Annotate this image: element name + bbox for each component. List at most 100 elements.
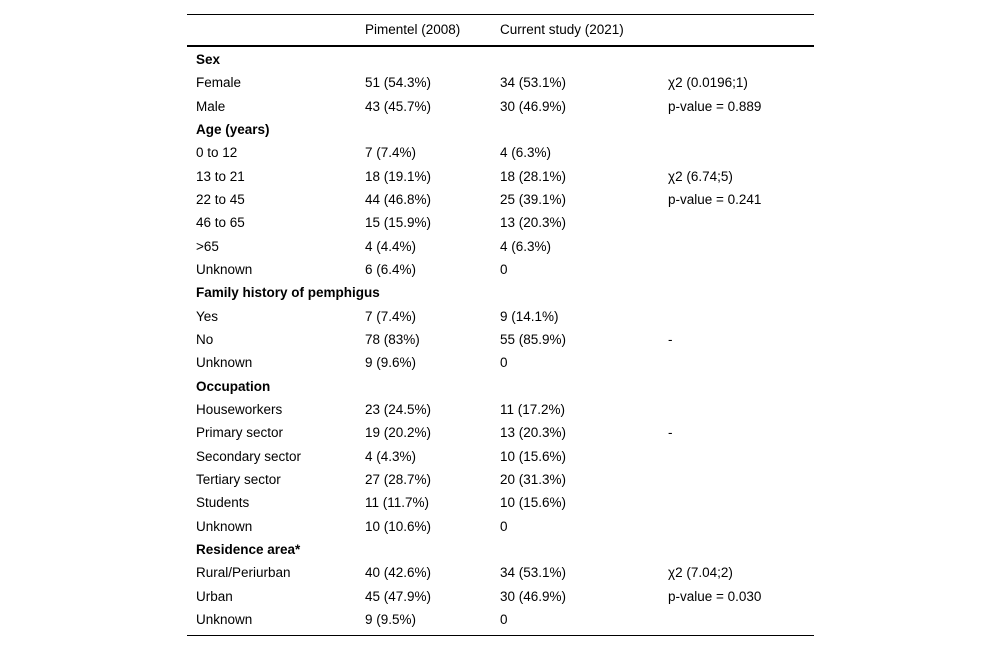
current-study-value: 0 <box>500 355 508 371</box>
table-row: Urban 45 (47.9%) 30 (46.9%) p-value = 0.030 <box>187 585 814 608</box>
current-study-value: 0 <box>500 518 508 534</box>
row-label: Secondary sector <box>196 448 302 464</box>
current-study-value: 55 (85.9%) <box>500 332 567 348</box>
pimentel-value: 7 (7.4%) <box>365 308 417 324</box>
table-row: Yes 7 (7.4%) 9 (14.1%) <box>187 305 814 328</box>
table-row: >65 4 (4.4%) 4 (6.3%) <box>187 235 814 258</box>
table-row: 22 to 45 44 (46.8%) 25 (39.1%) p-value = 0.… <box>187 188 814 211</box>
current-study-value: 10 (15.6%) <box>500 448 567 464</box>
table-row: 13 to 21 18 (19.1%) 18 (28.1%) χ2 (6.74;5) <box>187 165 814 188</box>
pimentel-value: 18 (19.1%) <box>365 168 432 184</box>
row-label: Occupation <box>196 378 271 394</box>
table-row: No 78 (83%) 55 (85.9%) - <box>187 328 814 351</box>
current-study-value: 30 (46.9%) <box>500 98 567 114</box>
stat-value: χ2 (0.0196;1) <box>668 75 748 91</box>
pimentel-value: 43 (45.7%) <box>365 98 432 114</box>
table-row: Female 51 (54.3%) 34 (53.1%) χ2 (0.0196;1) <box>187 71 814 94</box>
pimentel-value: 15 (15.9%) <box>365 215 432 231</box>
table-row: 46 to 65 15 (15.9%) 13 (20.3%) <box>187 211 814 234</box>
row-label: Unknown <box>196 355 253 371</box>
row-label: Residence area* <box>196 542 301 558</box>
pimentel-value: 9 (9.6%) <box>365 355 417 371</box>
row-label: No <box>196 332 214 348</box>
current-study-value: 13 (20.3%) <box>500 215 567 231</box>
current-study-value: 0 <box>500 612 508 628</box>
table-row: Primary sector 19 (20.2%) 13 (20.3%) - <box>187 422 814 445</box>
row-label: 13 to 21 <box>196 168 245 184</box>
table-row: Students 11 (11.7%) 10 (15.6%) <box>187 492 814 515</box>
section-header-row: Sex <box>187 48 814 71</box>
current-study-value: 34 (53.1%) <box>500 75 567 91</box>
pimentel-value: 6 (6.4%) <box>365 262 417 278</box>
table-row: Tertiary sector 27 (28.7%) 20 (31.3%) <box>187 468 814 491</box>
table-row: Rural/Periurban 40 (42.6%) 34 (53.1%) χ2 (7… <box>187 562 814 585</box>
row-label: >65 <box>196 238 219 254</box>
stat-value: χ2 (6.74;5) <box>668 168 733 184</box>
table-row: Unknown 9 (9.6%) 0 <box>187 351 814 374</box>
row-label: Female <box>196 75 242 91</box>
current-study-value: 34 (53.1%) <box>500 565 567 581</box>
section-header-row: Family history of pemphigus <box>187 281 814 304</box>
stat-value: - <box>668 425 673 441</box>
table-row: Houseworkers 23 (24.5%) 11 (17.2%) <box>187 398 814 421</box>
row-label: Male <box>196 98 226 114</box>
current-study-value: 18 (28.1%) <box>500 168 567 184</box>
pimentel-value: 44 (46.8%) <box>365 191 432 207</box>
pimentel-value: 78 (83%) <box>365 332 420 348</box>
pimentel-value: 4 (4.3%) <box>365 448 417 464</box>
table-row: 0 to 12 7 (7.4%) 4 (6.3%) <box>187 141 814 164</box>
row-label: 0 to 12 <box>196 145 238 161</box>
row-label: Yes <box>196 308 219 324</box>
pimentel-value: 23 (24.5%) <box>365 402 432 418</box>
current-study-value: 11 (17.2%) <box>500 402 566 418</box>
table-row: Male 43 (45.7%) 30 (46.9%) p-value = 0.889 <box>187 95 814 118</box>
table-row: Secondary sector 4 (4.3%) 10 (15.6%) <box>187 445 814 468</box>
table-header-row: Pimentel (2008) Current study (2021) <box>187 15 814 47</box>
header-current-study-2021: Current study (2021) <box>500 22 624 38</box>
header-pimentel-2008: Pimentel (2008) <box>365 22 461 38</box>
section-header-row: Age (years) <box>187 118 814 141</box>
pimentel-value: 11 (11.7%) <box>365 495 430 511</box>
comparison-table: Pimentel (2008) Current study (2021) Sex… <box>187 14 814 636</box>
row-label: Primary sector <box>196 425 284 441</box>
current-study-value: 25 (39.1%) <box>500 191 567 207</box>
current-study-value: 4 (6.3%) <box>500 238 552 254</box>
stat-value: p-value = 0.241 <box>668 191 762 207</box>
row-label: Sex <box>196 51 221 67</box>
pimentel-value: 7 (7.4%) <box>365 145 417 161</box>
current-study-value: 0 <box>500 262 508 278</box>
table-row: Unknown 9 (9.5%) 0 <box>187 608 814 631</box>
row-label: 46 to 65 <box>196 215 245 231</box>
section-header-row: Residence area* <box>187 538 814 561</box>
pimentel-value: 4 (4.4%) <box>365 238 417 254</box>
row-label: Houseworkers <box>196 402 283 418</box>
current-study-value: 10 (15.6%) <box>500 495 567 511</box>
section-header-row: Occupation <box>187 375 814 398</box>
current-study-value: 4 (6.3%) <box>500 145 552 161</box>
pimentel-value: 10 (10.6%) <box>365 518 432 534</box>
stat-value: - <box>668 332 673 348</box>
pimentel-value: 19 (20.2%) <box>365 425 432 441</box>
stat-value: p-value = 0.030 <box>668 588 762 604</box>
current-study-value: 9 (14.1%) <box>500 308 559 324</box>
row-label: 22 to 45 <box>196 191 245 207</box>
row-label: Rural/Periurban <box>196 565 291 581</box>
row-label: Unknown <box>196 518 253 534</box>
row-label: Family history of pemphigus <box>196 285 380 301</box>
row-label: Students <box>196 495 250 511</box>
stat-value: p-value = 0.889 <box>668 98 762 114</box>
row-label: Age (years) <box>196 121 270 137</box>
pimentel-value: 9 (9.5%) <box>365 612 417 628</box>
row-label: Urban <box>196 588 233 604</box>
current-study-value: 30 (46.9%) <box>500 588 567 604</box>
row-label: Unknown <box>196 612 253 628</box>
pimentel-value: 45 (47.9%) <box>365 588 432 604</box>
current-study-value: 13 (20.3%) <box>500 425 567 441</box>
table-row: Unknown 10 (10.6%) 0 <box>187 515 814 538</box>
table-body: Sex Female 51 (54.3%) 34 (53.1%) χ2 (0.0196;… <box>187 47 814 635</box>
table-row: Unknown 6 (6.4%) 0 <box>187 258 814 281</box>
pimentel-value: 27 (28.7%) <box>365 472 432 488</box>
pimentel-value: 40 (42.6%) <box>365 565 432 581</box>
row-label: Tertiary sector <box>196 472 281 488</box>
current-study-value: 20 (31.3%) <box>500 472 567 488</box>
